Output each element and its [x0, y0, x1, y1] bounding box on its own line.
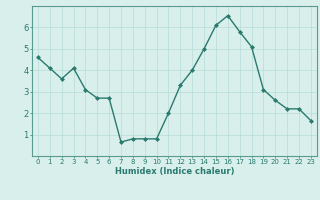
X-axis label: Humidex (Indice chaleur): Humidex (Indice chaleur): [115, 167, 234, 176]
